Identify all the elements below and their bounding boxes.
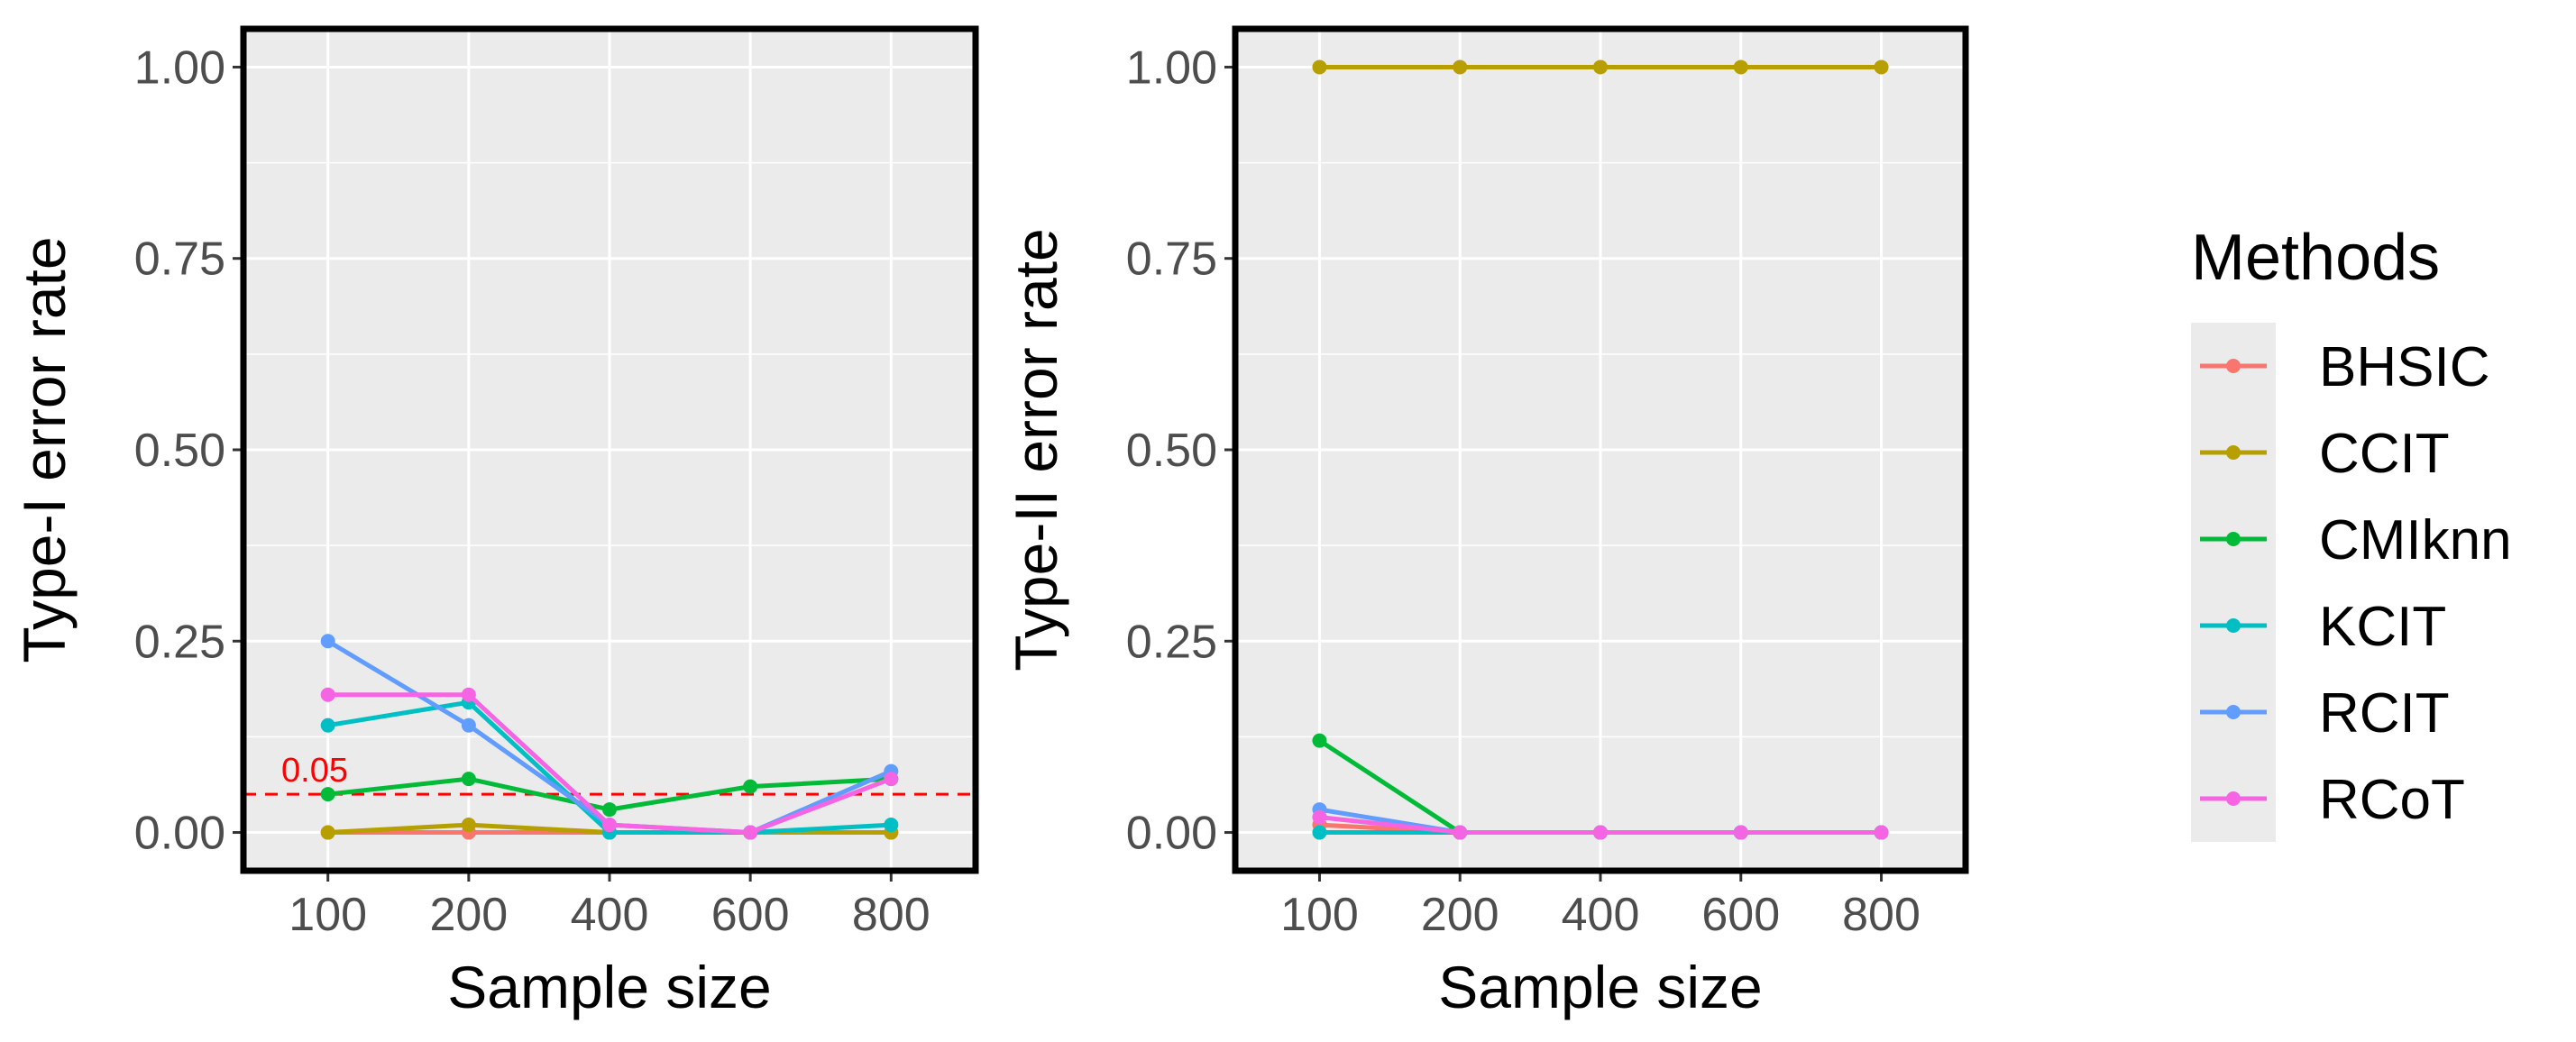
x-tick-label: 200: [429, 889, 508, 941]
panel-border: [1232, 25, 1969, 874]
legend-key-point: [2226, 618, 2241, 633]
type-i-error-panel: 0.00 0.25 0.50 0.75 1.00 100 200 400 600 800 0.05 S…: [11, 25, 979, 1020]
x-tick-label: 400: [1562, 889, 1640, 941]
data-point-rcot: [1874, 825, 1889, 840]
data-point-kcit: [1312, 825, 1327, 840]
data-point-ccit: [1593, 59, 1608, 75]
legend-key-point: [2226, 359, 2241, 373]
data-point-cmiknn: [743, 779, 758, 794]
data-point-cmiknn: [602, 802, 617, 818]
legend-key-point: [2226, 532, 2241, 546]
legend-key-point: [2226, 791, 2241, 806]
y-tick-label: 1.00: [1126, 41, 1217, 94]
legend-label: BHSIC: [2319, 336, 2489, 398]
data-point-rcot: [884, 772, 899, 787]
data-point-ccit: [1874, 59, 1889, 75]
y-axis-title: Type-II error rate: [1003, 228, 1069, 672]
legend-key-background: [2191, 323, 2276, 842]
x-tick-label: 200: [1421, 889, 1499, 941]
data-point-ccit: [320, 825, 335, 840]
y-tick-label: 0.75: [134, 233, 225, 286]
legend-label: KCIT: [2319, 596, 2446, 658]
y-tick-label: 0.25: [1126, 616, 1217, 668]
legend-key-point: [2226, 445, 2241, 460]
panel-border: [240, 25, 979, 874]
data-point-rcot: [743, 825, 758, 840]
data-point-cmiknn: [461, 772, 476, 787]
legend: Methods BHSIC CCIT CMIknn KCIT RCIT RCoT: [2191, 222, 2512, 842]
data-point-kcit: [884, 818, 899, 833]
y-tick-label: 0.25: [134, 616, 225, 668]
x-tick-label: 800: [852, 889, 930, 941]
x-tick-label: 800: [1842, 889, 1921, 941]
y-tick-label: 0.75: [1126, 233, 1217, 286]
type-ii-error-panel: 0.00 0.25 0.50 0.75 1.00 100 200 400 600 800 Sampl…: [1003, 25, 1969, 1020]
data-point-rcot: [1453, 825, 1468, 840]
data-point-rcit: [320, 634, 335, 649]
data-point-rcot: [1593, 825, 1608, 840]
y-tick-label: 0.00: [1126, 808, 1217, 860]
y-axis-title: Type-I error rate: [11, 236, 78, 663]
legend-key-point: [2226, 705, 2241, 719]
x-tick-label: 100: [1280, 889, 1359, 941]
x-tick-label: 600: [1701, 889, 1780, 941]
data-point-rcot: [1312, 809, 1327, 825]
x-tick-label: 600: [711, 889, 790, 941]
x-axis-title: Sample size: [1438, 954, 1763, 1020]
legend-title: Methods: [2191, 222, 2440, 294]
data-point-kcit: [320, 718, 335, 733]
reference-line-label: 0.05: [281, 752, 348, 790]
y-tick-label: 1.00: [134, 41, 225, 94]
data-point-cmiknn: [1312, 733, 1327, 748]
data-point-rcot: [461, 687, 476, 702]
x-tick-label: 100: [289, 889, 367, 941]
legend-label: RCIT: [2319, 682, 2450, 745]
data-point-rcot: [1733, 825, 1748, 840]
data-point-rcot: [320, 687, 335, 702]
data-point-ccit: [1733, 59, 1748, 75]
data-point-ccit: [1312, 59, 1327, 75]
legend-label: CCIT: [2319, 423, 2450, 485]
legend-label: RCoT: [2319, 769, 2465, 831]
data-point-cmiknn: [320, 787, 335, 802]
x-tick-label: 400: [571, 889, 649, 941]
data-point-ccit: [1453, 59, 1468, 75]
y-tick-label: 0.00: [134, 808, 225, 860]
x-axis-title: Sample size: [447, 954, 772, 1020]
y-tick-label: 0.50: [1126, 425, 1217, 477]
y-tick-label: 0.50: [134, 425, 225, 477]
legend-label: CMIknn: [2319, 509, 2512, 571]
data-point-rcot: [602, 818, 617, 833]
data-point-rcit: [461, 718, 476, 733]
data-point-ccit: [461, 818, 476, 833]
